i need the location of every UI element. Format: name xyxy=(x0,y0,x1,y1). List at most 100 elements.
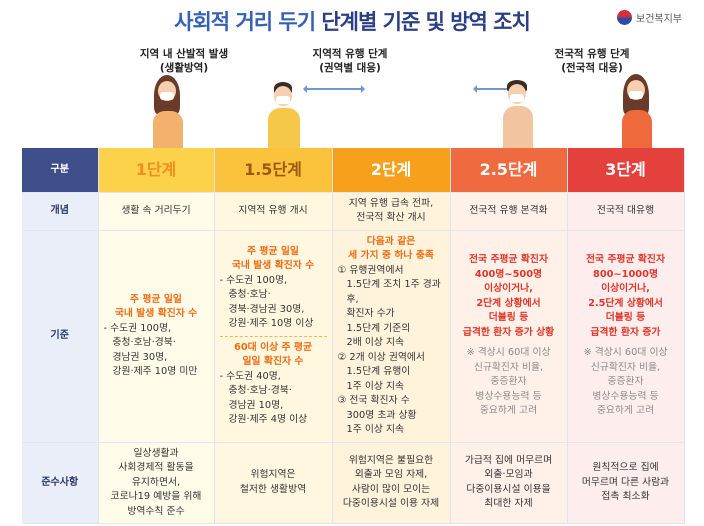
rules-cell-stage1: 일상생활과 사회경제적 활동을 유지하면서, 코로나19 예방을 위해 방역수칙… xyxy=(98,442,215,524)
rule-line: 외출과 모임 자제, xyxy=(354,469,428,481)
rule-line: 최대한 자제 xyxy=(484,498,533,510)
rules-cell-stage2: 위험지역은 불필요한 외출과 모임 자제, 사람이 많이 모이는 다중이용시설 … xyxy=(332,442,451,524)
criteria-item: 경남권 30명, xyxy=(112,351,168,363)
concept-cell: 지역 유행 급속 전파, 전국적 확산 개시 xyxy=(332,192,451,231)
criteria-title: 전국 주평균 확진자 xyxy=(586,254,665,266)
label-regional-line2: (권역별 대응) xyxy=(319,62,381,74)
criteria-cell-stage25: 전국 주평균 확진자 400명~500명 이상이거나, 2단계 상황에서 더블링… xyxy=(450,230,568,443)
table-row-criteria: 기준 주 평균 일일 국내 발생 확진자 수 - 수도권 100명, 충청·호남… xyxy=(22,230,685,443)
rule-line: 다중이용시설 이용 자제 xyxy=(342,498,440,510)
criteria-title: 급격한 환자 증가 xyxy=(590,326,661,338)
taegeuk-icon xyxy=(617,10,632,25)
criteria-title: 주 평균 일일 xyxy=(130,293,182,305)
criteria-item: 1주 이상 지속 xyxy=(346,424,405,435)
criteria-cell-stage1: 주 평균 일일 국내 발생 확진자 수 - 수도권 100명, 충청·호남·경북… xyxy=(98,230,215,443)
label-local-line1: 지역 내 산발적 발생 xyxy=(139,48,229,60)
stage-1-header: 1단계 xyxy=(98,148,215,193)
table-header-row: 구분 1단계 1.5단계 2단계 2.5단계 3단계 xyxy=(22,148,685,193)
criteria-note: 신규확진자 비율, xyxy=(473,361,544,373)
criteria-title: 국내 발생 확진자 수 xyxy=(114,308,198,319)
criteria-item: 경북·경남권 30명, xyxy=(228,303,305,315)
stage-15-header: 1.5단계 xyxy=(214,148,333,193)
criteria-item: ③ 전국 확진자 수 xyxy=(337,395,410,406)
arrow-left-right-icon xyxy=(303,85,365,93)
criteria-item: 1.5단계 조치 1주 경과 후, xyxy=(346,279,441,305)
person-figure-stage25 xyxy=(500,80,536,148)
criteria-item: 충청·호남·경북· xyxy=(112,337,176,348)
title-part-2: 단계별 기준 및 방역 조치 xyxy=(321,10,530,34)
table-row-rules: 준수사항 일상생활과 사회경제적 활동을 유지하면서, 코로나19 예방을 위해… xyxy=(22,442,685,524)
ministry-name: 보건복지부 xyxy=(636,14,682,25)
criteria-item: ① 유행권역에서 xyxy=(337,264,404,276)
criteria-item: 강원·제주 4명 이상 xyxy=(228,414,308,425)
rule-line: 위험지역은 불필요한 xyxy=(348,454,434,466)
criteria-title: 일일 확진자 수 xyxy=(242,356,304,367)
criteria-title: 2단계 상황에서 xyxy=(476,297,541,309)
page-title: 사회적 거리 두기 단계별 기준 및 방역 조치 xyxy=(0,6,704,36)
criteria-item: 1.5단계 유행이 xyxy=(346,366,411,377)
row-label-rules: 준수사항 xyxy=(22,442,99,524)
label-national: 전국적 유행 단계 (전국적 대응) xyxy=(532,47,652,75)
rule-line: 사람이 많이 모이는 xyxy=(351,483,431,495)
criteria-cell-stage2: 다음과 같은 세 가지 중 하나 충족 ① 유행권역에서 1.5단계 조치 1주… xyxy=(332,230,451,443)
rules-cell-stage25: 가급적 집에 머무르며 외출·모임과 다중이용시설 이용을 최대한 자제 xyxy=(450,442,568,524)
criteria-title: 급격한 환자 증가 상황 xyxy=(462,326,555,338)
criteria-title: 이상이거나, xyxy=(484,283,533,295)
criteria-item: 충청·호남· xyxy=(228,289,271,300)
criteria-item: - 수도권 100명, xyxy=(103,322,172,334)
ministry-logo: 보건복지부 xyxy=(617,10,682,25)
rule-line: 유지하면서, xyxy=(131,476,181,488)
rule-line: 가급적 집에 머무르며 xyxy=(464,454,553,466)
title-part-1: 사회적 거리 두기 xyxy=(174,10,316,34)
rule-line: 사회경제적 활동을 xyxy=(118,462,194,473)
rule-line: 원칙적으로 집에 xyxy=(592,462,659,473)
criteria-item: 강원·제주 10명 미만 xyxy=(112,366,198,377)
criteria-title: 주 평균 일일 xyxy=(247,245,299,257)
table-row-concept: 개념 생활 속 거리두기 지역적 유행 개시 지역 유행 급속 전파, 전국적 … xyxy=(22,192,685,231)
label-regional: 지역적 유행 단계 (권역별 대응) xyxy=(290,47,410,75)
rule-line: 외출·모임과 xyxy=(484,469,533,481)
criteria-item: 경남권 10명, xyxy=(228,399,284,411)
row-label-concept: 개념 xyxy=(22,192,99,231)
criteria-title: 2.5단계 상황에서 xyxy=(588,297,663,309)
label-local-line2: (생활방역) xyxy=(159,62,209,74)
stage-25-header: 2.5단계 xyxy=(450,148,568,193)
criteria-title: 더블링 등 xyxy=(605,312,646,324)
criteria-note: ※ 격상시 60대 이상 xyxy=(466,347,551,359)
criteria-title: 400명~500명 xyxy=(474,268,543,280)
criteria-item: 2배 이상 지속 xyxy=(346,337,405,348)
label-regional-line1: 지역적 유행 단계 xyxy=(312,48,388,60)
stage-3-header: 3단계 xyxy=(567,148,685,193)
rule-line: 철저한 생활방역 xyxy=(239,483,307,495)
divider xyxy=(219,335,327,337)
criteria-item: 300명 초과 상황 xyxy=(346,409,417,421)
criteria-title: 세 가지 중 하나 충족 xyxy=(348,250,434,261)
rule-line: 위험지역은 xyxy=(250,469,296,481)
label-national-line2: (전국적 대응) xyxy=(561,62,623,74)
criteria-note: 병상수용능력 등 xyxy=(592,390,659,402)
criteria-cell-stage3: 전국 주평균 확진자 800~1000명 이상이거나, 2.5단계 상황에서 더… xyxy=(567,230,685,443)
rule-line: 일상생활과 xyxy=(133,447,179,459)
criteria-note: 중증환자 xyxy=(607,376,644,388)
row-label-category: 구분 xyxy=(22,148,99,193)
criteria-item: 충청·호남·경북· xyxy=(228,385,292,396)
rule-line: 코로나19 예방을 위해 xyxy=(110,491,202,502)
criteria-title: 800~1000명 xyxy=(593,268,658,280)
concept-cell: 생활 속 거리두기 xyxy=(98,192,215,231)
criteria-title: 전국 주평균 확진자 xyxy=(469,254,548,266)
criteria-item: ② 2개 이상 권역에서 xyxy=(337,351,425,363)
criteria-title: 다음과 같은 xyxy=(366,235,416,247)
criteria-note: 신규확진자 비율, xyxy=(590,361,661,373)
criteria-note: ※ 격상시 60대 이상 xyxy=(583,347,668,359)
rule-line: 머무르며 다른 사람과 xyxy=(581,476,670,488)
stage-2-header: 2단계 xyxy=(332,148,451,193)
criteria-note: 중요하게 고려 xyxy=(596,405,655,417)
label-national-line1: 전국적 유행 단계 xyxy=(554,48,630,60)
criteria-item: - 수도권 100명, xyxy=(219,274,288,286)
label-local: 지역 내 산발적 발생 (생활방역) xyxy=(124,47,244,75)
rule-line: 방역수칙 준수 xyxy=(127,505,185,517)
person-figure-stage15 xyxy=(262,82,306,148)
criteria-title: 60대 이상 주 평균 xyxy=(234,341,312,353)
stage-table: 구분 1단계 1.5단계 2단계 2.5단계 3단계 개념 생활 속 거리두기 … xyxy=(22,148,685,524)
criteria-item: - 수도권 40명, xyxy=(219,370,281,382)
